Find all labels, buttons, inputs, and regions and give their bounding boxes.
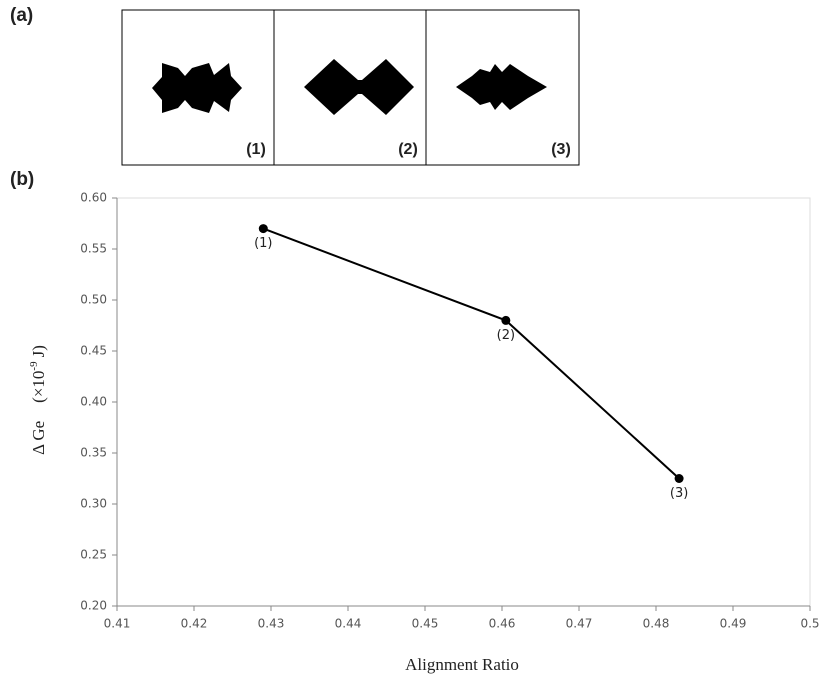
image-frame (425, 9, 580, 166)
data-point (258, 224, 268, 234)
image-label: (3) (551, 141, 571, 158)
y-label-exponent: -9 (28, 361, 40, 371)
shape (152, 63, 242, 113)
point-label: (1) (254, 236, 272, 251)
y-tick-label: 0.50 (80, 293, 107, 307)
shape (304, 59, 414, 115)
y-tick-label: 0.20 (80, 599, 107, 613)
point-label: (3) (670, 486, 688, 501)
panel-label: (b) (10, 169, 34, 190)
y-tick-label: 0.60 (80, 191, 107, 205)
y-axis-label: Δ Ge (×10-9 J) (28, 345, 48, 455)
point-label: (2) (497, 328, 515, 343)
x-tick-label: 0.43 (258, 617, 285, 631)
y-label-unit: J) (29, 345, 48, 357)
panel-label: (a) (10, 5, 33, 26)
y-tick-label: 0.40 (80, 395, 107, 409)
x-tick-label: 0.46 (489, 617, 516, 631)
x-tick-label: 0.45 (412, 617, 439, 631)
y-tick-label: 0.35 (80, 446, 107, 460)
y-label-unit: (×10 (29, 371, 48, 403)
line (262, 227, 680, 480)
data-point (674, 474, 684, 483)
x-tick-label: 0.48 (643, 617, 670, 631)
x-tick-label: 0.42 (181, 617, 208, 631)
y-tick-label: 0.45 (80, 344, 107, 358)
plot-frame (116, 197, 811, 607)
data-point (501, 315, 511, 325)
y-tick-label: 0.55 (80, 242, 107, 256)
x-axis-label: Alignment Ratio (405, 655, 519, 674)
y-tick-label: 0.30 (80, 497, 107, 511)
shape (456, 64, 547, 110)
x-tick-label: 0.47 (566, 617, 593, 631)
image-label: (1) (246, 141, 266, 158)
y-tick-label: 0.25 (80, 548, 107, 562)
x-tick-label: 0.41 (104, 617, 131, 631)
y-label-symbol: Δ Ge (29, 421, 48, 455)
image-label: (2) (398, 141, 418, 158)
x-tick-label: 0.5 (800, 617, 819, 631)
x-tick-label: 0.49 (720, 617, 747, 631)
x-tick-label: 0.44 (335, 617, 362, 631)
